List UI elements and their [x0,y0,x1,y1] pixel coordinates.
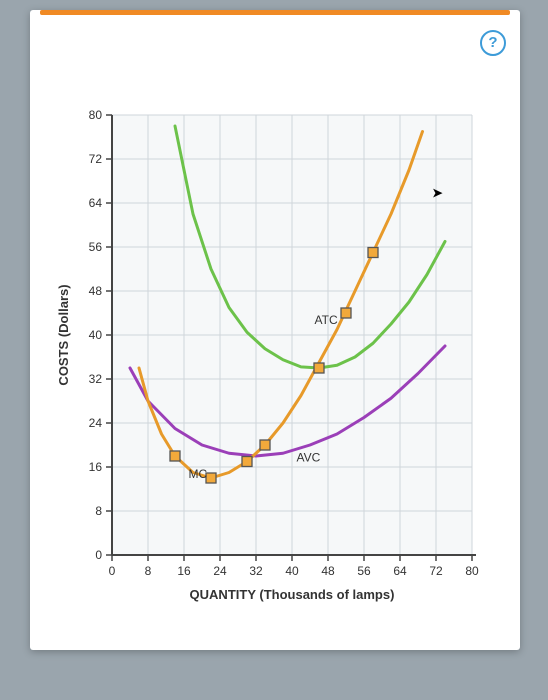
atc-label: ATC [315,313,338,327]
data-marker[interactable] [206,473,216,483]
x-axis-label: QUANTITY (Thousands of lamps) [190,587,395,602]
ytick-label: 48 [89,284,103,298]
data-marker[interactable] [242,457,252,467]
ytick-label: 72 [89,152,103,166]
xtick-label: 48 [321,564,335,578]
ytick-label: 8 [95,504,102,518]
data-marker[interactable] [368,248,378,258]
xtick-label: 0 [109,564,116,578]
xtick-label: 56 [357,564,371,578]
header-stripe [40,10,510,15]
xtick-label: 40 [285,564,299,578]
ytick-label: 40 [89,328,103,342]
ytick-label: 56 [89,240,103,254]
ytick-label: 80 [89,108,103,122]
data-marker[interactable] [170,451,180,461]
xtick-label: 80 [465,564,479,578]
ytick-label: 32 [89,372,103,386]
chart-svg: 0 8 16 24 32 40 48 56 64 72 80 0 8 16 24 32 40 48 56 64 72 80… [50,105,495,625]
xtick-label: 24 [213,564,227,578]
data-marker[interactable] [260,440,270,450]
xtick-label: 8 [145,564,152,578]
cost-curves-chart: 0 8 16 24 32 40 48 56 64 72 80 0 8 16 24 32 40 48 56 64 72 80… [50,105,495,625]
xtick-label: 16 [177,564,191,578]
help-icon[interactable]: ? [480,30,506,56]
xtick-label: 64 [393,564,407,578]
xtick-label: 72 [429,564,443,578]
xtick-label: 32 [249,564,263,578]
data-marker[interactable] [341,308,351,318]
data-marker[interactable] [314,363,324,373]
cursor-icon: ➤ [432,185,444,201]
y-axis-label: COSTS (Dollars) [56,284,71,385]
avc-label: AVC [297,451,321,465]
ytick-label: 24 [89,416,103,430]
ytick-label: 64 [89,196,103,210]
paper-panel: ? 0 8 16 24 32 40 48 56 64 72 80 0 8 16 24 32 40 48 56 64 72… [30,10,520,650]
mc-label: MC [189,467,208,481]
ytick-label: 16 [89,460,103,474]
ytick-label: 0 [95,548,102,562]
